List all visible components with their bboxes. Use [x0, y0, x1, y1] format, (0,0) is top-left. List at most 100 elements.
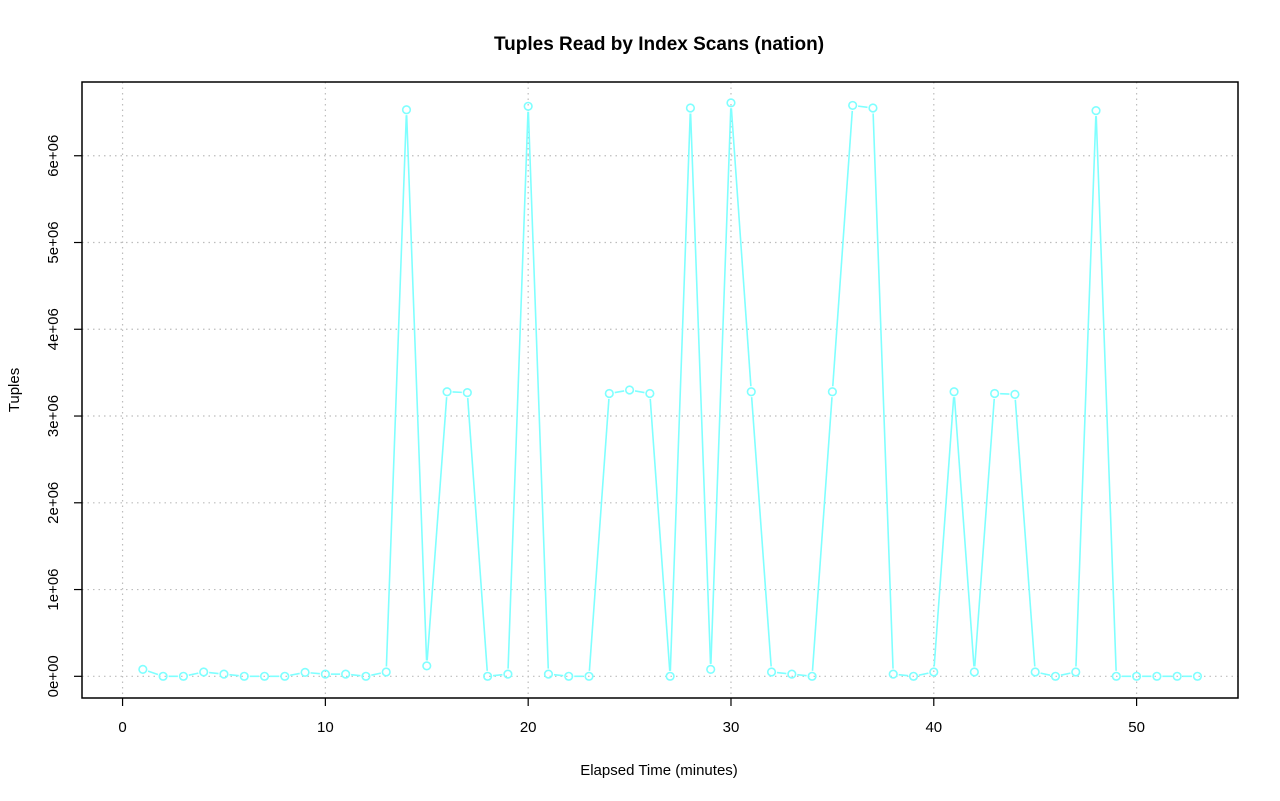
data-point — [645, 388, 655, 399]
y-tick-label: 5e+06 — [45, 221, 62, 263]
series-segment — [614, 390, 625, 394]
data-point — [949, 387, 959, 397]
x-axis: 0 10 20 30 40 50 — [118, 698, 1145, 736]
x-tick-label: 30 — [723, 719, 740, 736]
series-segment — [649, 398, 671, 671]
data-point — [259, 671, 270, 681]
chart-title: Tuples Read by Index Scans (nation) — [494, 34, 824, 55]
series-segment — [973, 398, 996, 667]
data-point — [969, 667, 979, 677]
data-point — [158, 671, 168, 681]
data-point — [178, 671, 189, 681]
series-segment — [811, 397, 833, 671]
series-segment — [858, 105, 868, 109]
series-segment — [527, 111, 550, 669]
data-point — [320, 669, 330, 679]
series-segment — [229, 673, 239, 677]
data-point — [1071, 667, 1081, 677]
grid — [82, 82, 1238, 698]
series-segment — [634, 390, 645, 394]
series-segment — [209, 671, 219, 675]
data-point — [665, 671, 675, 681]
data-point — [381, 667, 391, 677]
series-segment — [466, 398, 489, 671]
series-segment — [385, 115, 408, 667]
data-point — [624, 385, 635, 395]
y-tick-label: 0e+00 — [45, 655, 62, 697]
x-tick-label: 20 — [520, 719, 537, 736]
data-point — [584, 671, 594, 681]
data-series — [138, 98, 1203, 681]
data-point — [503, 669, 513, 679]
data-point — [199, 667, 209, 677]
y-tick-label: 6e+06 — [45, 135, 62, 177]
series-segment — [872, 113, 894, 669]
data-point — [483, 671, 493, 681]
y-tick-label: 2e+06 — [45, 482, 62, 524]
data-point — [564, 671, 574, 681]
x-tick-label: 10 — [317, 719, 334, 736]
data-point — [1172, 671, 1182, 681]
series-segment — [797, 673, 807, 677]
series-segment — [1040, 672, 1051, 676]
data-point — [361, 671, 371, 681]
data-point — [280, 671, 290, 681]
data-point — [422, 661, 432, 671]
series-segment — [933, 397, 955, 667]
data-point — [401, 105, 412, 115]
series-segment — [351, 673, 361, 677]
data-point — [604, 388, 614, 399]
data-point — [300, 667, 310, 678]
series-segment — [1060, 672, 1071, 676]
data-point — [1030, 667, 1040, 677]
data-point — [848, 100, 858, 111]
data-point — [766, 667, 777, 677]
series-segment — [188, 672, 199, 676]
data-point — [442, 387, 452, 397]
series-segment — [290, 672, 300, 677]
data-point — [706, 664, 716, 674]
y-axis-label: Tuples — [6, 368, 23, 412]
series-segment — [1075, 116, 1097, 667]
series-segment — [898, 673, 909, 677]
y-axis: 0e+00 1e+06 2e+06 3e+06 4e+06 5e+06 6e+06 — [45, 135, 82, 697]
series-segment — [831, 110, 854, 387]
data-point — [929, 667, 939, 677]
data-point — [990, 388, 1000, 399]
series-segment — [310, 672, 320, 675]
data-point — [685, 103, 696, 113]
series-segment — [669, 113, 692, 671]
series-segment — [553, 673, 564, 677]
series-segment — [492, 673, 503, 677]
series-segment — [750, 397, 772, 667]
x-tick-label: 40 — [925, 719, 942, 736]
series-segment — [147, 670, 159, 676]
data-point — [787, 669, 797, 679]
y-tick-label: 3e+06 — [45, 395, 62, 437]
series-segment — [1095, 116, 1117, 671]
data-point — [827, 387, 837, 397]
data-point — [1192, 671, 1203, 681]
series-segment — [371, 672, 381, 676]
plot-frame — [81, 81, 1239, 699]
data-point — [1010, 389, 1020, 399]
data-point — [1050, 671, 1061, 681]
series-segment — [588, 398, 610, 671]
x-tick-label: 50 — [1128, 719, 1145, 736]
series-segment — [776, 671, 787, 675]
series-segment — [730, 108, 752, 387]
data-point — [1152, 671, 1162, 681]
y-tick-label: 1e+06 — [45, 568, 62, 610]
data-point — [138, 664, 148, 674]
series-segment — [426, 397, 448, 661]
series-segment — [405, 115, 428, 661]
data-point — [239, 671, 249, 681]
data-point — [1111, 671, 1121, 681]
data-point — [1131, 671, 1142, 681]
data-point — [523, 101, 533, 111]
y-tick-label: 4e+06 — [45, 308, 62, 350]
data-point — [726, 98, 736, 108]
data-point — [908, 671, 919, 681]
data-point — [888, 669, 898, 679]
